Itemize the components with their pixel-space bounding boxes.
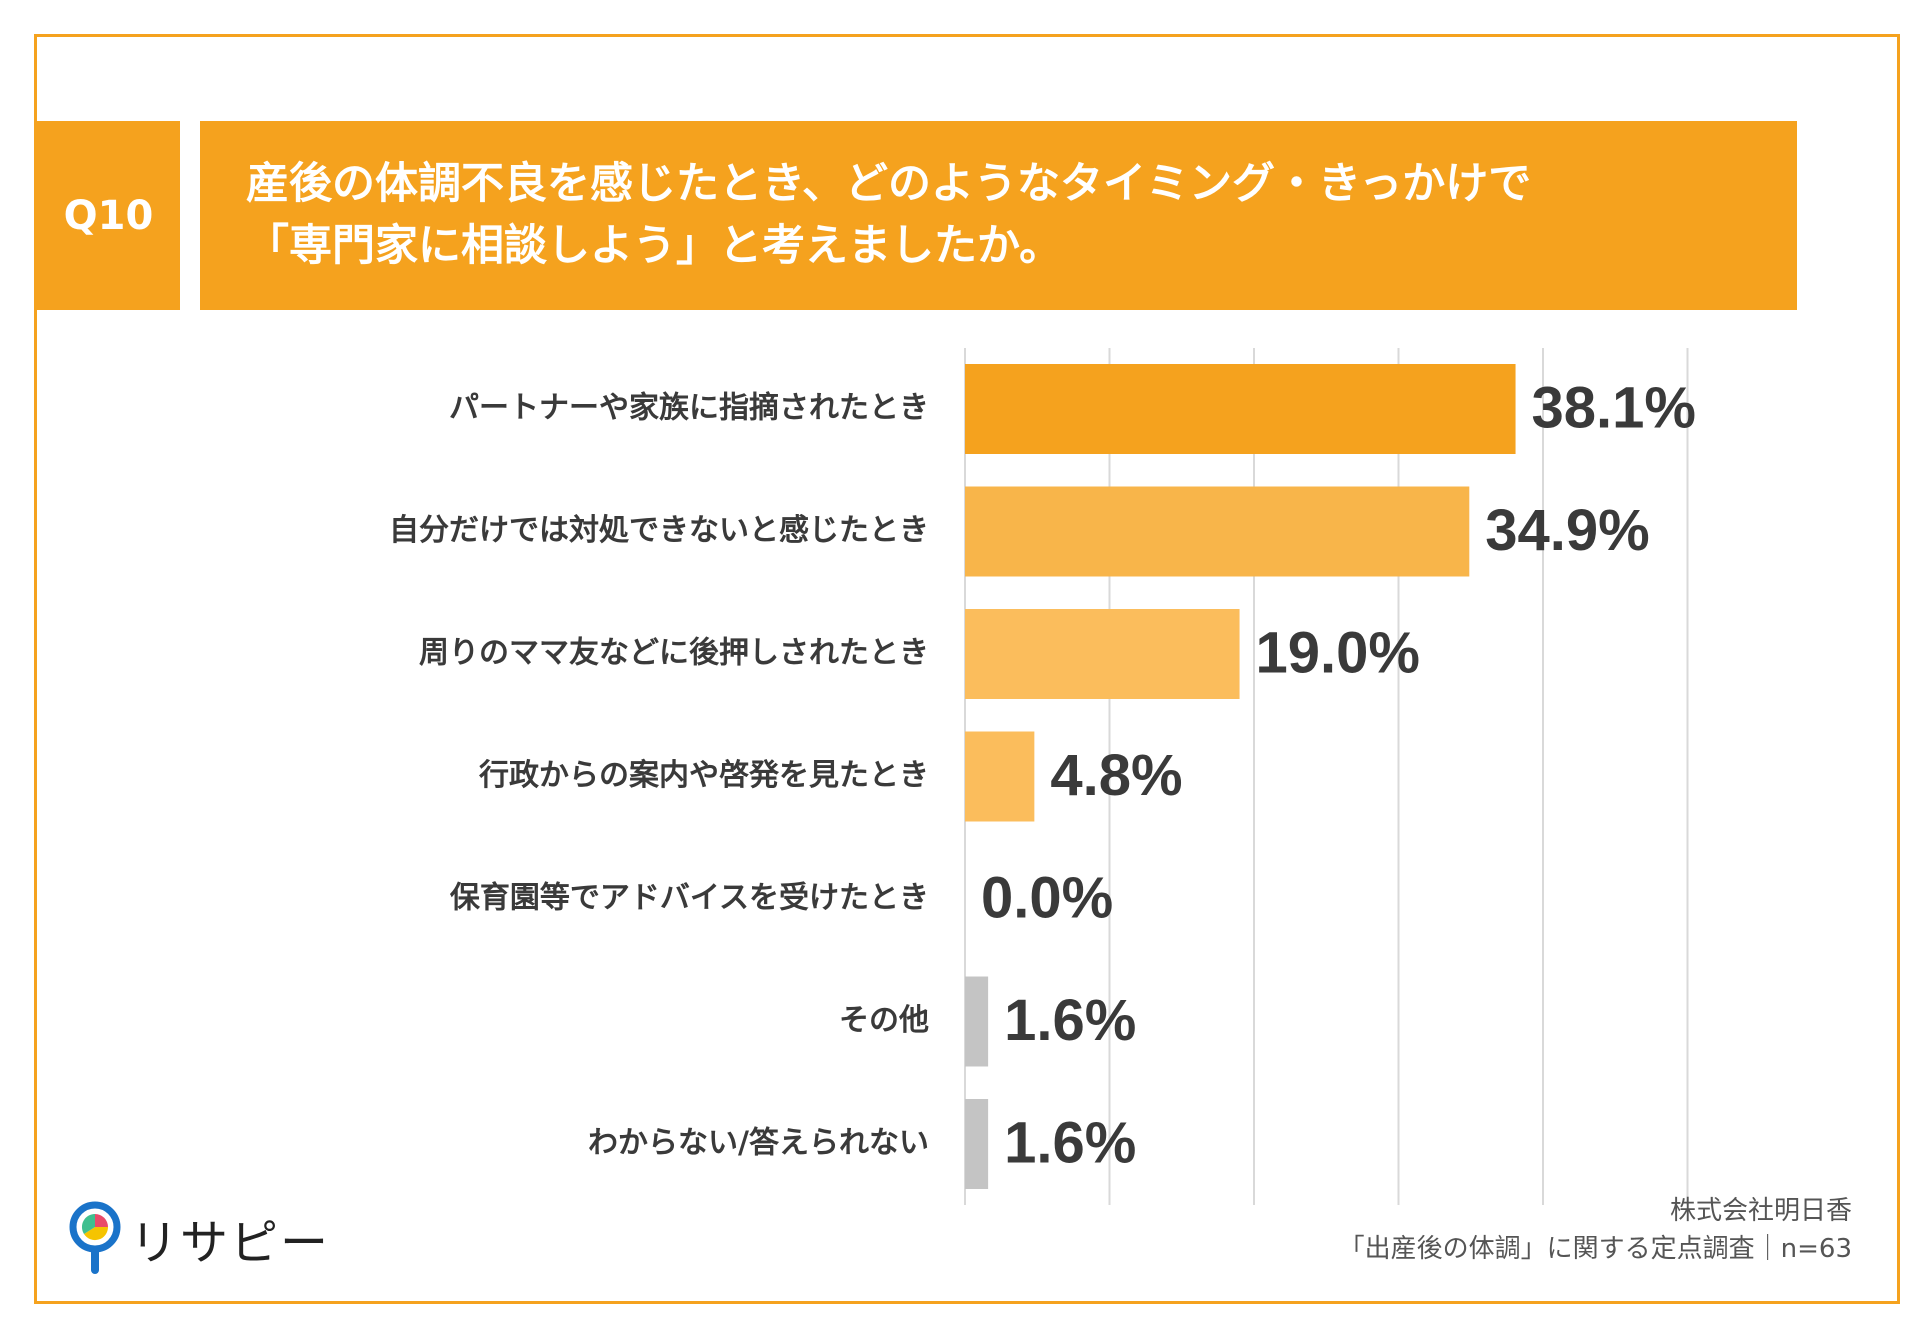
logo-pin-icon (69, 1201, 121, 1274)
source-note: 株式会社明日香 「出産後の体調」に関する定点調査｜n=63 (1339, 1192, 1852, 1268)
question-title-line-1: 産後の体調不良を感じたとき、どのようなタイミング・きっかけで (246, 159, 1532, 209)
source-company: 株式会社明日香 (1669, 1196, 1852, 1226)
source-survey: 「出産後の体調」に関する定点調査｜n=63 (1338, 1234, 1852, 1264)
category-label: 行政からの案内や啓発を見たとき (478, 758, 929, 793)
question-number: Q10 (63, 192, 154, 239)
value-label: 0.0% (981, 865, 1113, 930)
logo-text: リサピー (130, 1215, 331, 1271)
bar (965, 364, 1516, 454)
category-label: 保育園等でアドバイスを受けたとき (450, 881, 929, 916)
question-title-line-2: 「専門家に相談しよう」と考えましたか。 (246, 221, 1063, 271)
bar (965, 731, 1035, 822)
category-label: 自分だけでは対処できないと感じたとき (389, 513, 929, 548)
category-label: わからない/答えられない (588, 1126, 929, 1161)
question-number-badge: Q10 (37, 121, 180, 310)
bar (965, 486, 1470, 577)
bar (965, 609, 1240, 699)
bar (965, 1099, 989, 1189)
value-label: 4.8% (1050, 743, 1182, 808)
value-label: 38.1% (1532, 375, 1696, 440)
value-label: 1.6% (1004, 988, 1136, 1053)
category-label: 周りのママ友などに後押しされたとき (419, 636, 929, 671)
value-label: 1.6% (1004, 1110, 1136, 1175)
value-label: 34.9% (1485, 498, 1649, 563)
category-label: その他 (839, 1003, 929, 1038)
question-title-banner: 産後の体調不良を感じたとき、どのようなタイミング・きっかけで 「専門家に相談しよ… (200, 121, 1797, 310)
bar (965, 976, 989, 1067)
value-label: 19.0% (1256, 620, 1420, 685)
category-label: パートナーや家族に指摘されたとき (449, 391, 929, 426)
chart-frame: Q10 産後の体調不良を感じたとき、どのようなタイミング・きっかけで 「専門家に… (34, 34, 1900, 1304)
risapy-logo: リサピー (68, 1200, 330, 1276)
